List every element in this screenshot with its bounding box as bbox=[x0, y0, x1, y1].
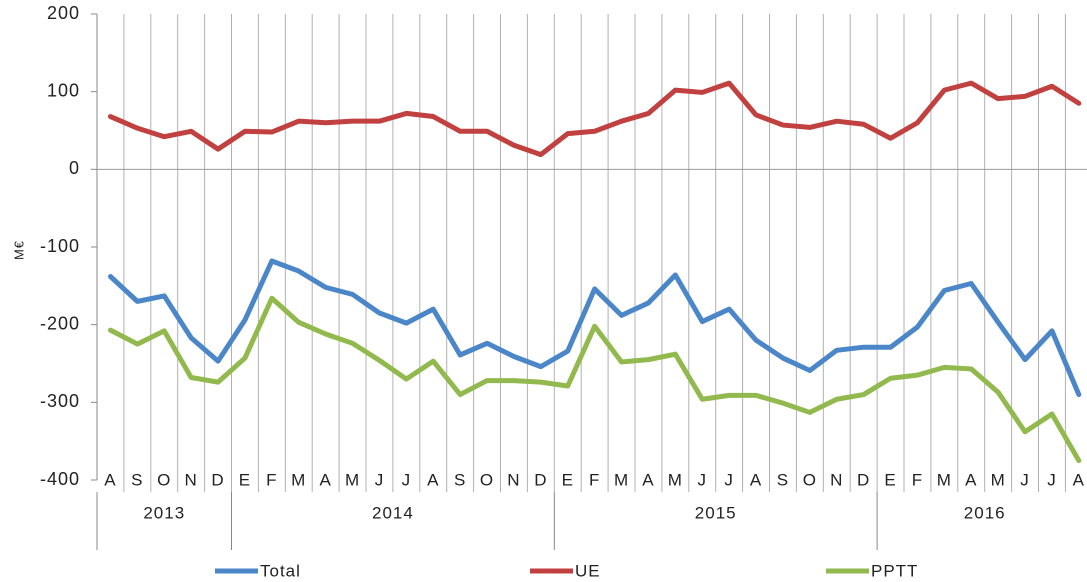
y-tick-label: 0 bbox=[69, 158, 80, 178]
x-tick-label: F bbox=[266, 470, 277, 489]
line-series bbox=[107, 295, 1082, 464]
x-tick-label: M bbox=[937, 470, 952, 489]
x-tick-label: S bbox=[777, 470, 789, 489]
x-tick-label: A bbox=[965, 470, 977, 489]
x-tick-label: M bbox=[991, 470, 1006, 489]
legend-label: Total bbox=[260, 561, 301, 580]
y-axis-label: M€ bbox=[11, 240, 26, 260]
y-tick-label: -200 bbox=[40, 313, 80, 333]
line-series bbox=[107, 80, 1082, 158]
x-tick-label: A bbox=[319, 470, 331, 489]
x-tick-label: M bbox=[614, 470, 629, 489]
x-tick-label: J bbox=[724, 470, 734, 489]
x-tick-label: A bbox=[104, 470, 116, 489]
x-tick-label: D bbox=[857, 470, 870, 489]
x-tick-label: S bbox=[454, 470, 466, 489]
y-tick-label: 200 bbox=[47, 3, 80, 23]
x-tick-label: A bbox=[642, 470, 654, 489]
x-tick-label: A bbox=[427, 470, 439, 489]
x-tick-label: J bbox=[1020, 470, 1030, 489]
x-tick-label: J bbox=[1047, 470, 1057, 489]
x-tick-label: S bbox=[131, 470, 143, 489]
year-label: 2015 bbox=[695, 503, 737, 522]
year-label: 2014 bbox=[372, 503, 414, 522]
x-tick-label: J bbox=[375, 470, 385, 489]
x-tick-label: E bbox=[562, 470, 574, 489]
x-tick-label: O bbox=[803, 470, 817, 489]
x-tick-label: M bbox=[291, 470, 306, 489]
x-tick-label: M bbox=[345, 470, 360, 489]
x-tick-label: M bbox=[668, 470, 683, 489]
x-tick-label: D bbox=[211, 470, 224, 489]
x-tick-label: J bbox=[698, 470, 708, 489]
legend-label: PPTT bbox=[871, 561, 918, 580]
x-tick-label: O bbox=[157, 470, 171, 489]
y-tick-label: -400 bbox=[40, 469, 80, 489]
y-tick-label: -300 bbox=[40, 391, 80, 411]
x-tick-label: A bbox=[750, 470, 762, 489]
x-tick-label: O bbox=[480, 470, 494, 489]
x-tick-label: E bbox=[884, 470, 896, 489]
x-tick-label: E bbox=[239, 470, 251, 489]
x-tick-label: F bbox=[589, 470, 600, 489]
y-tick-label: 100 bbox=[47, 80, 80, 100]
x-tick-label: F bbox=[912, 470, 923, 489]
x-tick-label: N bbox=[185, 470, 198, 489]
x-tick-label: J bbox=[402, 470, 412, 489]
line-series bbox=[107, 258, 1082, 398]
x-tick-label: A bbox=[1073, 470, 1085, 489]
x-tick-label: N bbox=[830, 470, 843, 489]
legend-label: UE bbox=[575, 561, 601, 580]
y-tick-label: -100 bbox=[40, 236, 80, 256]
x-tick-label: D bbox=[534, 470, 547, 489]
year-label: 2016 bbox=[964, 503, 1006, 522]
year-label: 2013 bbox=[143, 503, 185, 522]
x-tick-label: N bbox=[507, 470, 520, 489]
